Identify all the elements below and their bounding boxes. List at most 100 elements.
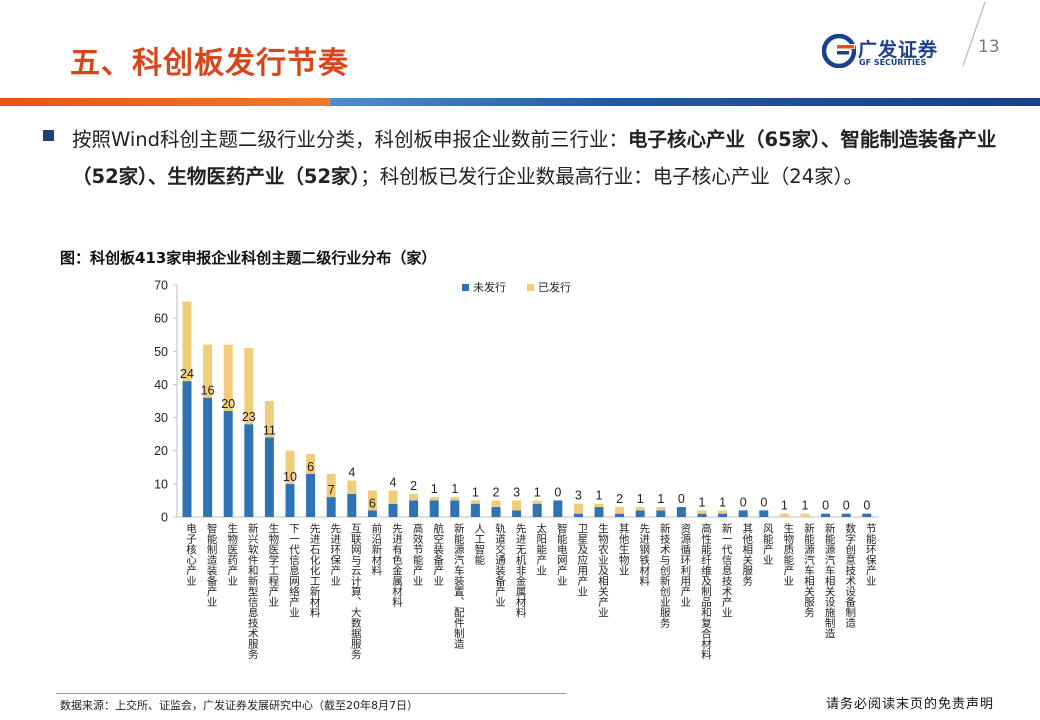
x-category-label: 太阳能产业: [535, 522, 547, 575]
bullet-text-highlight: 电子核心产业（65家）、智能制造装备产业（52家）、生物医药产业（52家）: [72, 128, 997, 188]
x-category-label: 新兴软件和新型信息技术服务: [247, 522, 259, 660]
bar-issued: [512, 500, 522, 511]
legend-swatch-issued: [527, 284, 534, 291]
bar-issued: [800, 513, 810, 517]
bar-unissued: [512, 510, 522, 517]
data-label-issued: 6: [307, 460, 314, 474]
bar-unissued: [347, 493, 357, 517]
y-tick-label: 60: [154, 312, 168, 326]
bar-issued: [326, 473, 336, 498]
x-category-label: 智能电网产业: [556, 522, 568, 586]
data-label-issued: 1: [451, 482, 458, 496]
bar-unissued: [388, 503, 398, 517]
x-category-label: 卫星及应用产业: [576, 523, 588, 597]
x-category-label: 人工智能: [473, 523, 485, 566]
x-category-label: 航空装备产业: [432, 522, 444, 586]
y-tick-label: 20: [154, 444, 168, 458]
bar-unissued: [470, 503, 480, 517]
data-label-issued: 1: [781, 499, 788, 513]
x-category-label: 新能源汽车相关服务: [803, 522, 815, 618]
header-slash-divider: [962, 1, 986, 67]
bar-unissued: [553, 500, 563, 517]
x-category-label: 其他相关服务: [741, 523, 753, 587]
data-label-issued: 6: [369, 496, 376, 510]
x-category-label: 先进石化化工新材料: [309, 523, 321, 618]
bar-issued: [264, 401, 274, 438]
x-category-label: 高效节能产业: [412, 522, 424, 586]
data-label-issued: 4: [348, 466, 355, 480]
bar-unissued: [759, 510, 769, 517]
bar-unissued: [738, 510, 748, 517]
data-label-issued: 0: [678, 492, 685, 506]
x-category-label: 生物农业及相关产业: [597, 522, 609, 617]
data-label-issued: 2: [410, 479, 417, 493]
bar-unissued: [841, 513, 851, 517]
bar-unissued: [697, 513, 707, 517]
bar-unissued: [635, 510, 645, 517]
bar-issued: [388, 490, 398, 504]
bar-unissued: [594, 507, 604, 517]
x-category-label: 前沿新材料: [370, 522, 382, 576]
data-label-issued: 0: [740, 495, 747, 509]
bar-issued: [450, 497, 460, 501]
bar-unissued: [409, 500, 419, 517]
bar-unissued: [429, 500, 439, 517]
bar-issued: [697, 510, 707, 514]
data-label-issued: 1: [719, 495, 726, 509]
bar-issued: [182, 301, 192, 382]
x-category-label: 先进无机非金属材料: [515, 523, 527, 618]
data-label-issued: 2: [616, 492, 623, 506]
bar-unissued: [450, 500, 460, 517]
bar-issued: [718, 510, 728, 514]
bar-unissued: [326, 497, 336, 517]
slide-title: 五、科创板发行节奏: [70, 46, 349, 81]
x-category-label: 数字创意技术设备制造: [844, 522, 856, 628]
bar-unissued: [285, 483, 295, 517]
bar-issued: [470, 500, 480, 504]
x-category-label: 互联网与云计算、大数据服务: [350, 523, 362, 660]
data-label-issued: 0: [843, 499, 850, 513]
bar-issued: [409, 493, 419, 501]
bar-unissued: [676, 507, 686, 517]
y-tick-label: 30: [154, 411, 168, 425]
bar-issued: [367, 490, 377, 511]
bar-unissued: [182, 381, 192, 517]
data-label-issued: 1: [657, 492, 664, 506]
x-category-label: 新能源汽车相关设施制造: [824, 522, 836, 638]
data-label-issued: 11: [263, 423, 276, 437]
data-label-issued: 10: [283, 470, 297, 484]
data-label-issued: 20: [221, 397, 235, 411]
x-category-label: 生物医药产业: [226, 522, 238, 586]
data-label-issued: 1: [637, 492, 644, 506]
bullet-square-icon: [43, 130, 54, 141]
bar-unissued: [306, 473, 316, 517]
x-category-label: 电子核心产业: [185, 522, 197, 586]
data-label-issued: 1: [596, 489, 603, 503]
bar-issued: [244, 347, 254, 425]
header-bar-orange: [0, 98, 330, 106]
legend-label-unissued: 未发行: [473, 280, 506, 294]
bar-unissued: [223, 410, 233, 517]
x-category-label: 下一代信息网络产业: [288, 523, 300, 618]
bar-issued: [347, 480, 357, 494]
x-category-label: 轨道交通装备产业: [494, 522, 506, 607]
data-label-issued: 0: [554, 485, 561, 499]
bar-issued: [532, 500, 542, 504]
bar-issued: [306, 454, 316, 474]
data-label-issued: 1: [699, 495, 706, 509]
x-category-label: 先进钢铁材料: [638, 523, 650, 587]
x-category-label: 资源循环利用产业: [679, 523, 691, 607]
data-label-issued: 1: [534, 485, 541, 499]
page-number: 13: [978, 37, 1000, 57]
data-label-issued: 3: [575, 489, 582, 503]
bar-unissued: [491, 507, 501, 517]
disclaimer-note: 请务必阅读末页的免责声明: [826, 697, 995, 712]
bar-issued: [656, 507, 666, 511]
logo-text-en: GF SECURITIES: [859, 58, 927, 67]
bullet-text-intro: 按照Wind科创主题二级行业分类，科创板申报企业数前三行业：: [72, 128, 629, 151]
bar-issued: [223, 344, 233, 411]
bar-unissued: [367, 510, 377, 517]
bar-unissued: [718, 513, 728, 517]
bar-issued: [429, 497, 439, 501]
x-category-label: 其他生物业: [618, 523, 630, 576]
